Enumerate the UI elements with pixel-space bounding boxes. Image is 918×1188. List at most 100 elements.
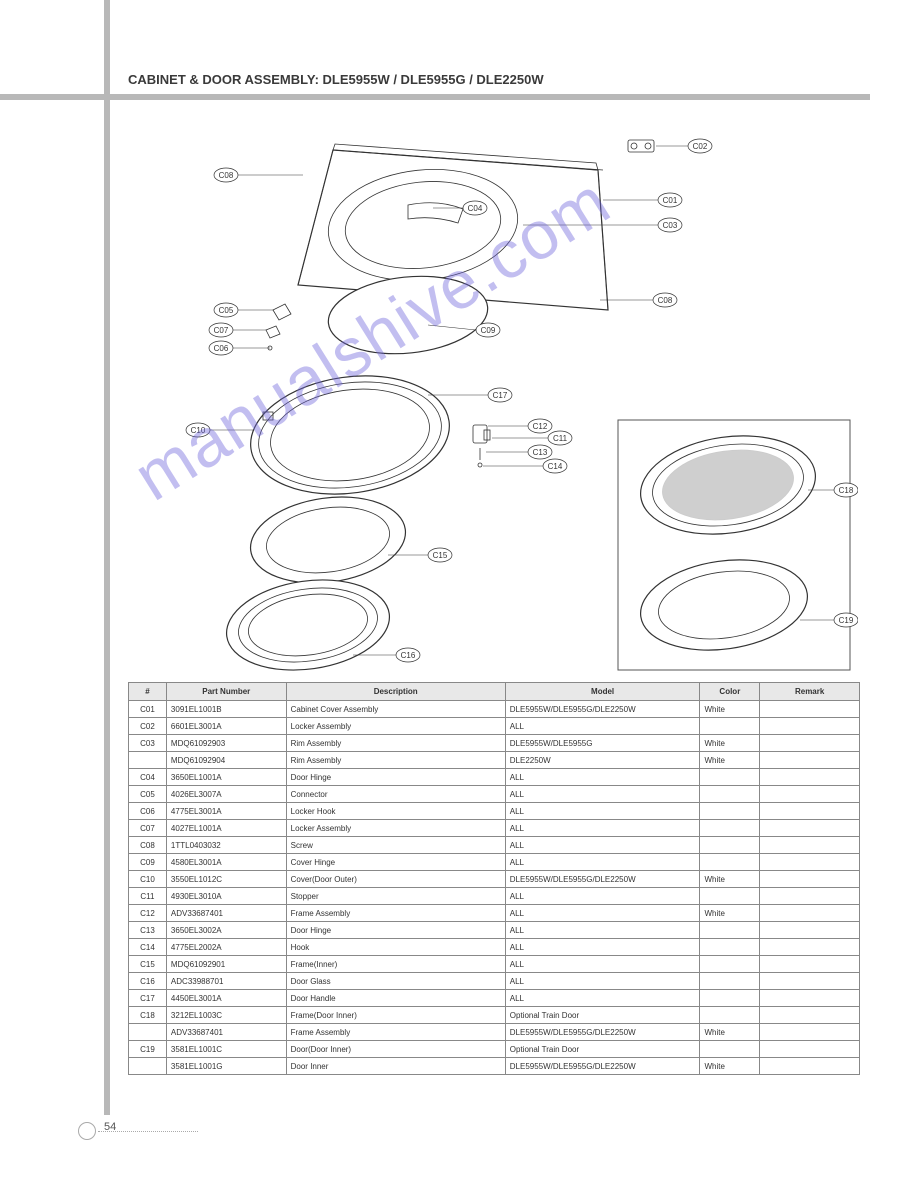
table-cell: White <box>700 1058 760 1075</box>
part-hinge-parts-right <box>473 425 490 467</box>
table-cell: C16 <box>129 973 167 990</box>
table-row: C064775EL3001ALocker HookALL <box>129 803 860 820</box>
table-cell: 4027EL1001A <box>166 820 286 837</box>
table-cell: Optional Train Door <box>505 1007 700 1024</box>
table-cell: C03 <box>129 735 167 752</box>
callout-c04: C04 <box>468 204 483 213</box>
table-cell <box>760 786 860 803</box>
part-c18 <box>634 425 822 545</box>
table-cell: 3212EL1003C <box>166 1007 286 1024</box>
table-row: C133650EL3002ADoor HingeALL <box>129 922 860 939</box>
footer-circle-icon <box>78 1122 96 1140</box>
table-cell: Frame(Inner) <box>286 956 505 973</box>
table-cell <box>700 718 760 735</box>
table-cell <box>760 956 860 973</box>
table-row: C12ADV33687401Frame AssemblyALLWhite <box>129 905 860 922</box>
table-cell: Frame(Door Inner) <box>286 1007 505 1024</box>
table-cell: C08 <box>129 837 167 854</box>
table-cell <box>760 939 860 956</box>
table-cell: C12 <box>129 905 167 922</box>
table-cell: ADV33687401 <box>166 1024 286 1041</box>
page-number: 54 <box>104 1121 116 1133</box>
table-cell: Door Inner <box>286 1058 505 1075</box>
table-cell: ALL <box>505 854 700 871</box>
table-cell: Stopper <box>286 888 505 905</box>
table-row: C094580EL3001ACover HingeALL <box>129 854 860 871</box>
table-cell <box>760 803 860 820</box>
table-cell <box>760 888 860 905</box>
table-cell <box>700 990 760 1007</box>
table-cell <box>700 956 760 973</box>
table-cell: ALL <box>505 718 700 735</box>
table-row: C026601EL3001ALocker AssemblyALL <box>129 718 860 735</box>
callout-c05: C05 <box>219 306 234 315</box>
table-cell: C13 <box>129 922 167 939</box>
table-cell: 4930EL3010A <box>166 888 286 905</box>
callout-c10: C10 <box>191 426 206 435</box>
table-cell: ALL <box>505 922 700 939</box>
table-cell: 3581EL1001G <box>166 1058 286 1075</box>
table-cell: MDQ61092903 <box>166 735 286 752</box>
table-cell: ADV33687401 <box>166 905 286 922</box>
table-cell: Door Handle <box>286 990 505 1007</box>
part-c19 <box>635 550 814 661</box>
table-cell <box>760 769 860 786</box>
table-cell <box>760 1024 860 1041</box>
table-row: C114930EL3010AStopperALL <box>129 888 860 905</box>
table-cell: C02 <box>129 718 167 735</box>
table-cell <box>129 1024 167 1041</box>
callout-c13: C13 <box>533 448 548 457</box>
part-door-glass <box>221 570 396 675</box>
table-row: C183212EL1003CFrame(Door Inner)Optional … <box>129 1007 860 1024</box>
table-row: C074027EL1001ALocker AssemblyALL <box>129 820 860 837</box>
table-cell: ALL <box>505 990 700 1007</box>
table-cell: Locker Assembly <box>286 718 505 735</box>
table-cell: C10 <box>129 871 167 888</box>
table-row: C15MDQ61092901Frame(Inner)ALL <box>129 956 860 973</box>
table-cell: C19 <box>129 1041 167 1058</box>
table-cell: ALL <box>505 973 700 990</box>
table-cell <box>760 871 860 888</box>
table-cell: ALL <box>505 820 700 837</box>
table-cell <box>760 735 860 752</box>
horizontal-rule <box>0 94 870 100</box>
callout-c06: C06 <box>214 344 229 353</box>
table-cell: Frame Assembly <box>286 905 505 922</box>
table-cell: White <box>700 1024 760 1041</box>
table-cell <box>760 820 860 837</box>
table-cell: DLE5955W/DLE5955G <box>505 735 700 752</box>
table-cell: ALL <box>505 769 700 786</box>
table-cell: Rim Assembly <box>286 752 505 769</box>
exploded-diagram: C02 C01 C03 C04 C08 C08 C05 C07 C06 <box>128 130 858 675</box>
table-cell <box>760 905 860 922</box>
table-cell: C15 <box>129 956 167 973</box>
callout-c12: C12 <box>533 422 548 431</box>
table-cell <box>700 786 760 803</box>
table-header-row: # Part Number Description Model Color Re… <box>129 683 860 701</box>
callout-c03: C03 <box>663 221 678 230</box>
table-cell: DLE5955W/DLE5955G/DLE2250W <box>505 701 700 718</box>
table-cell: C05 <box>129 786 167 803</box>
callout-c09: C09 <box>481 326 496 335</box>
section-title: CABINET & DOOR ASSEMBLY: DLE5955W / DLE5… <box>128 72 544 87</box>
table-cell: Connector <box>286 786 505 803</box>
table-cell: ALL <box>505 956 700 973</box>
table-cell: Locker Assembly <box>286 820 505 837</box>
table-cell: ALL <box>505 939 700 956</box>
callout-c02: C02 <box>693 142 708 151</box>
table-cell: Cabinet Cover Assembly <box>286 701 505 718</box>
table-cell: 4775EL2002A <box>166 939 286 956</box>
table-cell <box>700 888 760 905</box>
table-cell: Cover Hinge <box>286 854 505 871</box>
table-row: C193581EL1001CDoor(Door Inner)Optional T… <box>129 1041 860 1058</box>
part-hinge-cluster <box>266 304 291 350</box>
table-cell: Cover(Door Outer) <box>286 871 505 888</box>
table-cell: Door Hinge <box>286 769 505 786</box>
table-cell: DLE5955W/DLE5955G/DLE2250W <box>505 1058 700 1075</box>
table-row: C174450EL3001ADoor HandleALL <box>129 990 860 1007</box>
table-row: C103550EL1012CCover(Door Outer)DLE5955W/… <box>129 871 860 888</box>
table-cell <box>760 752 860 769</box>
table-cell <box>760 973 860 990</box>
callout-c19: C19 <box>839 616 854 625</box>
table-cell <box>700 922 760 939</box>
